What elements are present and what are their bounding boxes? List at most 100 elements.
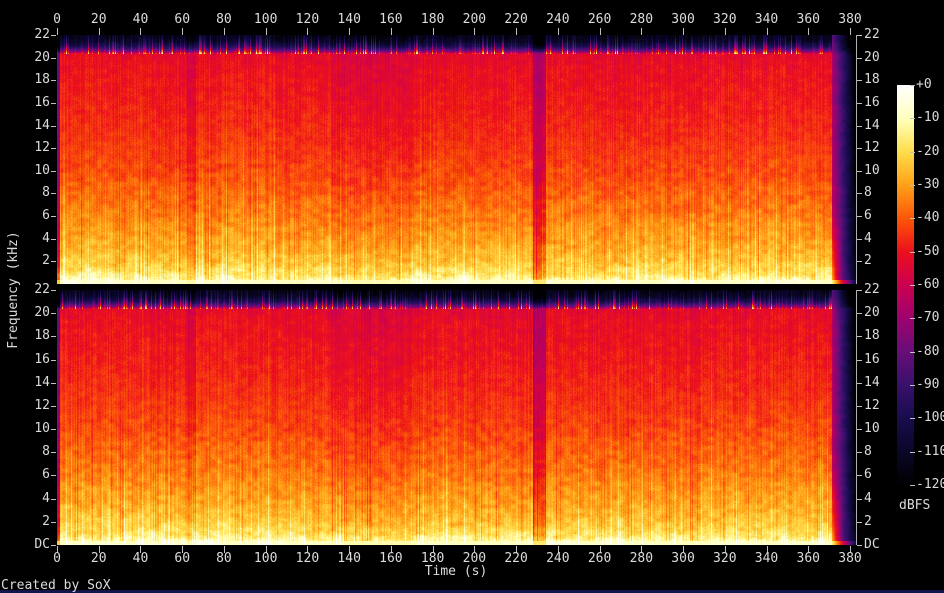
colorbar-tick xyxy=(910,118,915,119)
freq-tick-label-left: 16 xyxy=(34,352,50,367)
time-tick-bottom xyxy=(516,546,518,553)
freq-tick-label-right: 6 xyxy=(864,467,872,482)
freq-tick-right xyxy=(857,261,862,262)
time-tick-label-top: 300 xyxy=(671,12,695,27)
freq-tick-right xyxy=(857,58,862,59)
time-tick-top xyxy=(766,28,768,35)
colorbar-tick xyxy=(910,352,915,353)
freq-tick-right xyxy=(857,522,862,523)
colorbar-tick-label: -80 xyxy=(916,344,940,359)
freq-tick-left xyxy=(51,406,56,407)
time-tick-label-bottom: 240 xyxy=(546,551,570,566)
freq-tick-label-right: 18 xyxy=(864,328,880,343)
time-tick-bottom xyxy=(307,546,309,553)
time-tick-bottom xyxy=(474,546,476,553)
time-tick-label-bottom: 120 xyxy=(295,551,320,566)
colorbar-tick xyxy=(910,418,915,419)
time-tick-label-top: 360 xyxy=(796,12,820,27)
time-tick-label-top: 120 xyxy=(295,12,320,27)
freq-tick-label-right: 16 xyxy=(864,352,880,367)
freq-tick-right xyxy=(857,126,862,127)
time-tick-bottom xyxy=(265,546,267,553)
time-tick-label-top: 280 xyxy=(629,12,654,27)
colorbar-tick-label: -20 xyxy=(916,144,940,159)
time-tick-label-bottom: 40 xyxy=(132,551,149,566)
sox-credit: Created by SoX xyxy=(1,578,111,593)
time-tick-label-top: 340 xyxy=(754,12,779,27)
time-tick-label-bottom: 140 xyxy=(337,551,361,566)
colorbar-tick xyxy=(910,318,915,319)
time-tick-top xyxy=(140,28,142,35)
freq-tick-left xyxy=(51,148,56,149)
time-tick-label-top: 140 xyxy=(337,12,361,27)
time-tick-bottom xyxy=(724,546,726,553)
plot-axis-line-right-ch1 xyxy=(856,35,857,284)
colorbar-tick-label: -100 xyxy=(916,410,944,425)
freq-tick-left xyxy=(51,383,56,384)
colorbar-tick-label: -10 xyxy=(916,110,940,125)
spectrogram-channel-right xyxy=(57,290,856,545)
time-tick-top xyxy=(182,28,184,35)
freq-tick-label-right: 14 xyxy=(864,375,880,390)
freq-tick-right xyxy=(857,239,862,240)
time-tick-label-bottom: 80 xyxy=(216,551,232,566)
colorbar-tick xyxy=(910,285,915,286)
time-tick-label-bottom: 260 xyxy=(587,551,612,566)
freq-tick-label-left: 14 xyxy=(34,375,50,390)
colorbar-tick xyxy=(910,152,915,153)
time-tick-label-bottom: 180 xyxy=(420,551,445,566)
time-tick-label-bottom: 360 xyxy=(796,551,820,566)
freq-tick-label-left: 16 xyxy=(34,95,50,110)
freq-tick-right xyxy=(857,336,862,337)
time-tick-label-top: 40 xyxy=(132,12,149,27)
freq-tick-right xyxy=(857,406,862,407)
freq-tick-label-right: 22 xyxy=(864,27,880,42)
time-tick-label-top: 100 xyxy=(253,12,278,27)
colorbar-tick-label: +0 xyxy=(916,77,932,92)
freq-tick-left xyxy=(51,126,56,127)
freq-tick-left xyxy=(51,545,56,546)
freq-tick-right xyxy=(857,475,862,476)
freq-tick-left xyxy=(51,193,56,194)
freq-tick-label-right: 8 xyxy=(864,185,872,200)
time-tick-bottom xyxy=(390,546,392,553)
time-tick-label-bottom: 20 xyxy=(90,551,107,566)
freq-tick-right xyxy=(857,35,862,36)
freq-tick-left xyxy=(51,475,56,476)
time-tick-bottom xyxy=(182,546,184,553)
freq-tick-label-left: 8 xyxy=(42,185,50,200)
freq-tick-left xyxy=(51,499,56,500)
time-tick-top xyxy=(850,28,851,35)
freq-tick-label-right: 20 xyxy=(864,50,880,65)
freq-tick-right xyxy=(857,171,862,172)
freq-tick-left xyxy=(51,290,56,291)
freq-tick-label-right: 16 xyxy=(864,95,880,110)
time-tick-bottom xyxy=(850,546,851,553)
freq-tick-label-left: 2 xyxy=(42,514,50,529)
freq-tick-label-right: 4 xyxy=(864,491,872,506)
time-tick-top xyxy=(390,28,392,35)
time-tick-label-top: 240 xyxy=(546,12,570,27)
colorbar-tick-label: -70 xyxy=(916,310,940,325)
colorbar-tick-label: -120 xyxy=(916,477,944,492)
freq-tick-left xyxy=(51,522,56,523)
freq-tick-left xyxy=(51,103,56,104)
time-tick-bottom xyxy=(432,546,434,553)
time-tick-bottom xyxy=(641,546,643,553)
colorbar-tick xyxy=(910,218,915,219)
colorbar-tick-label: -50 xyxy=(916,244,940,259)
colorbar-tick-label: -60 xyxy=(916,277,940,292)
colorbar-tick xyxy=(910,485,915,486)
time-tick-label-bottom: 380 xyxy=(838,551,862,566)
freq-tick-right xyxy=(857,193,862,194)
freq-tick-left xyxy=(51,239,56,240)
freq-tick-label-left: 10 xyxy=(34,421,50,436)
time-tick-label-bottom: 280 xyxy=(629,551,654,566)
freq-tick-left xyxy=(51,80,56,81)
time-tick-bottom xyxy=(808,546,810,553)
freq-tick-left xyxy=(51,336,56,337)
time-tick-bottom xyxy=(557,546,559,553)
time-tick-top xyxy=(599,28,601,35)
time-tick-label-top: 0 xyxy=(53,12,61,27)
